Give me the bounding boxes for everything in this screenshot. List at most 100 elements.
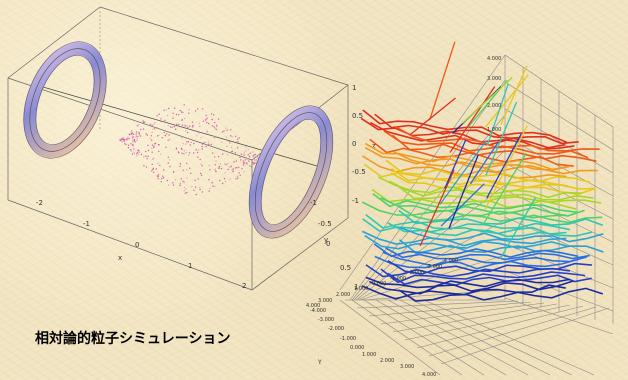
particle [138,153,140,155]
particle [152,157,155,160]
right-z-tick: 1.000 [487,127,501,133]
particle [216,125,218,128]
particle [236,167,238,169]
right-x-ticks: 4.000 3.000 2.000 1.000 0.000 -1.000 -2.… [306,258,458,309]
particle [212,152,214,154]
particle [242,164,245,166]
particle [243,154,245,156]
particle [184,117,186,120]
particle [147,149,150,152]
right-y-ticks: -4.000 -3.000 -2.000 -1.000 0.000 1.000 … [310,308,436,378]
particle [160,118,162,120]
left-y-tick: 0.5 [340,264,351,272]
particle [200,174,203,176]
particle [226,154,229,156]
particle [242,160,244,162]
particle [201,165,203,167]
particle [230,135,232,137]
particle [157,176,159,178]
streamline [409,97,456,136]
particle [130,150,132,152]
particle [197,156,199,158]
left-bounding-box [7,6,349,291]
particle [186,141,188,143]
particle [138,131,140,134]
particle [167,156,169,158]
grid-line [351,114,506,301]
particle [252,161,254,164]
particle [206,131,208,133]
particle [125,143,127,146]
grid-line [339,54,506,291]
particle [208,190,210,192]
particle [154,128,156,130]
right-x-tick: 3.000 [318,298,332,304]
particle [131,144,134,146]
particle [229,178,231,180]
particle [225,127,227,129]
particle [242,162,245,164]
left-z-tick: 0 [352,140,356,148]
grid-line [387,299,529,376]
particle [127,136,129,138]
streamline [449,86,496,153]
particle [172,112,174,115]
particle [191,121,194,123]
particle [186,131,189,134]
particle [187,126,189,128]
particle [215,128,217,131]
grid-line [504,54,614,128]
particle [244,150,247,152]
particle [195,193,197,196]
right-y-tick: 2.000 [380,358,394,364]
particle [247,154,249,156]
particle [245,146,247,148]
particle [154,143,156,145]
streamline [360,117,566,149]
particle [133,153,135,155]
particle [201,145,203,148]
grid-line [356,300,519,309]
particle [151,147,153,150]
right-x-tick: -1.000 [390,276,406,282]
right-x-tick: -4.000 [442,258,458,264]
particle [207,122,210,125]
particle [220,167,223,170]
particle [143,165,145,167]
particle [138,134,141,136]
streamline [484,125,528,210]
particle [133,147,135,149]
particle [180,178,183,180]
particle [172,182,174,184]
particle [203,142,205,144]
particle [176,123,178,126]
particle [166,179,168,182]
particle [214,121,216,124]
streamline [380,268,586,284]
streamline [370,121,575,150]
particle [138,124,140,126]
particle [143,156,145,158]
particle [253,154,255,156]
streamline [482,152,527,225]
particle [149,137,151,139]
particle [194,110,197,112]
particle [209,187,211,190]
particle [240,159,242,161]
right-x-tick: -2.000 [408,270,424,276]
left-z-tick: -1 [352,197,359,205]
particle [145,155,147,157]
particle [151,144,154,146]
particle [192,124,194,127]
particle [172,184,175,186]
particle [199,158,201,161]
left-x-tick: -1 [83,220,90,228]
particle [126,138,128,140]
particle [224,181,227,183]
particle [131,137,134,139]
grid-line [404,304,571,341]
particle [252,151,254,153]
particle [157,144,160,146]
particle [235,141,237,143]
grid-line [363,299,485,376]
